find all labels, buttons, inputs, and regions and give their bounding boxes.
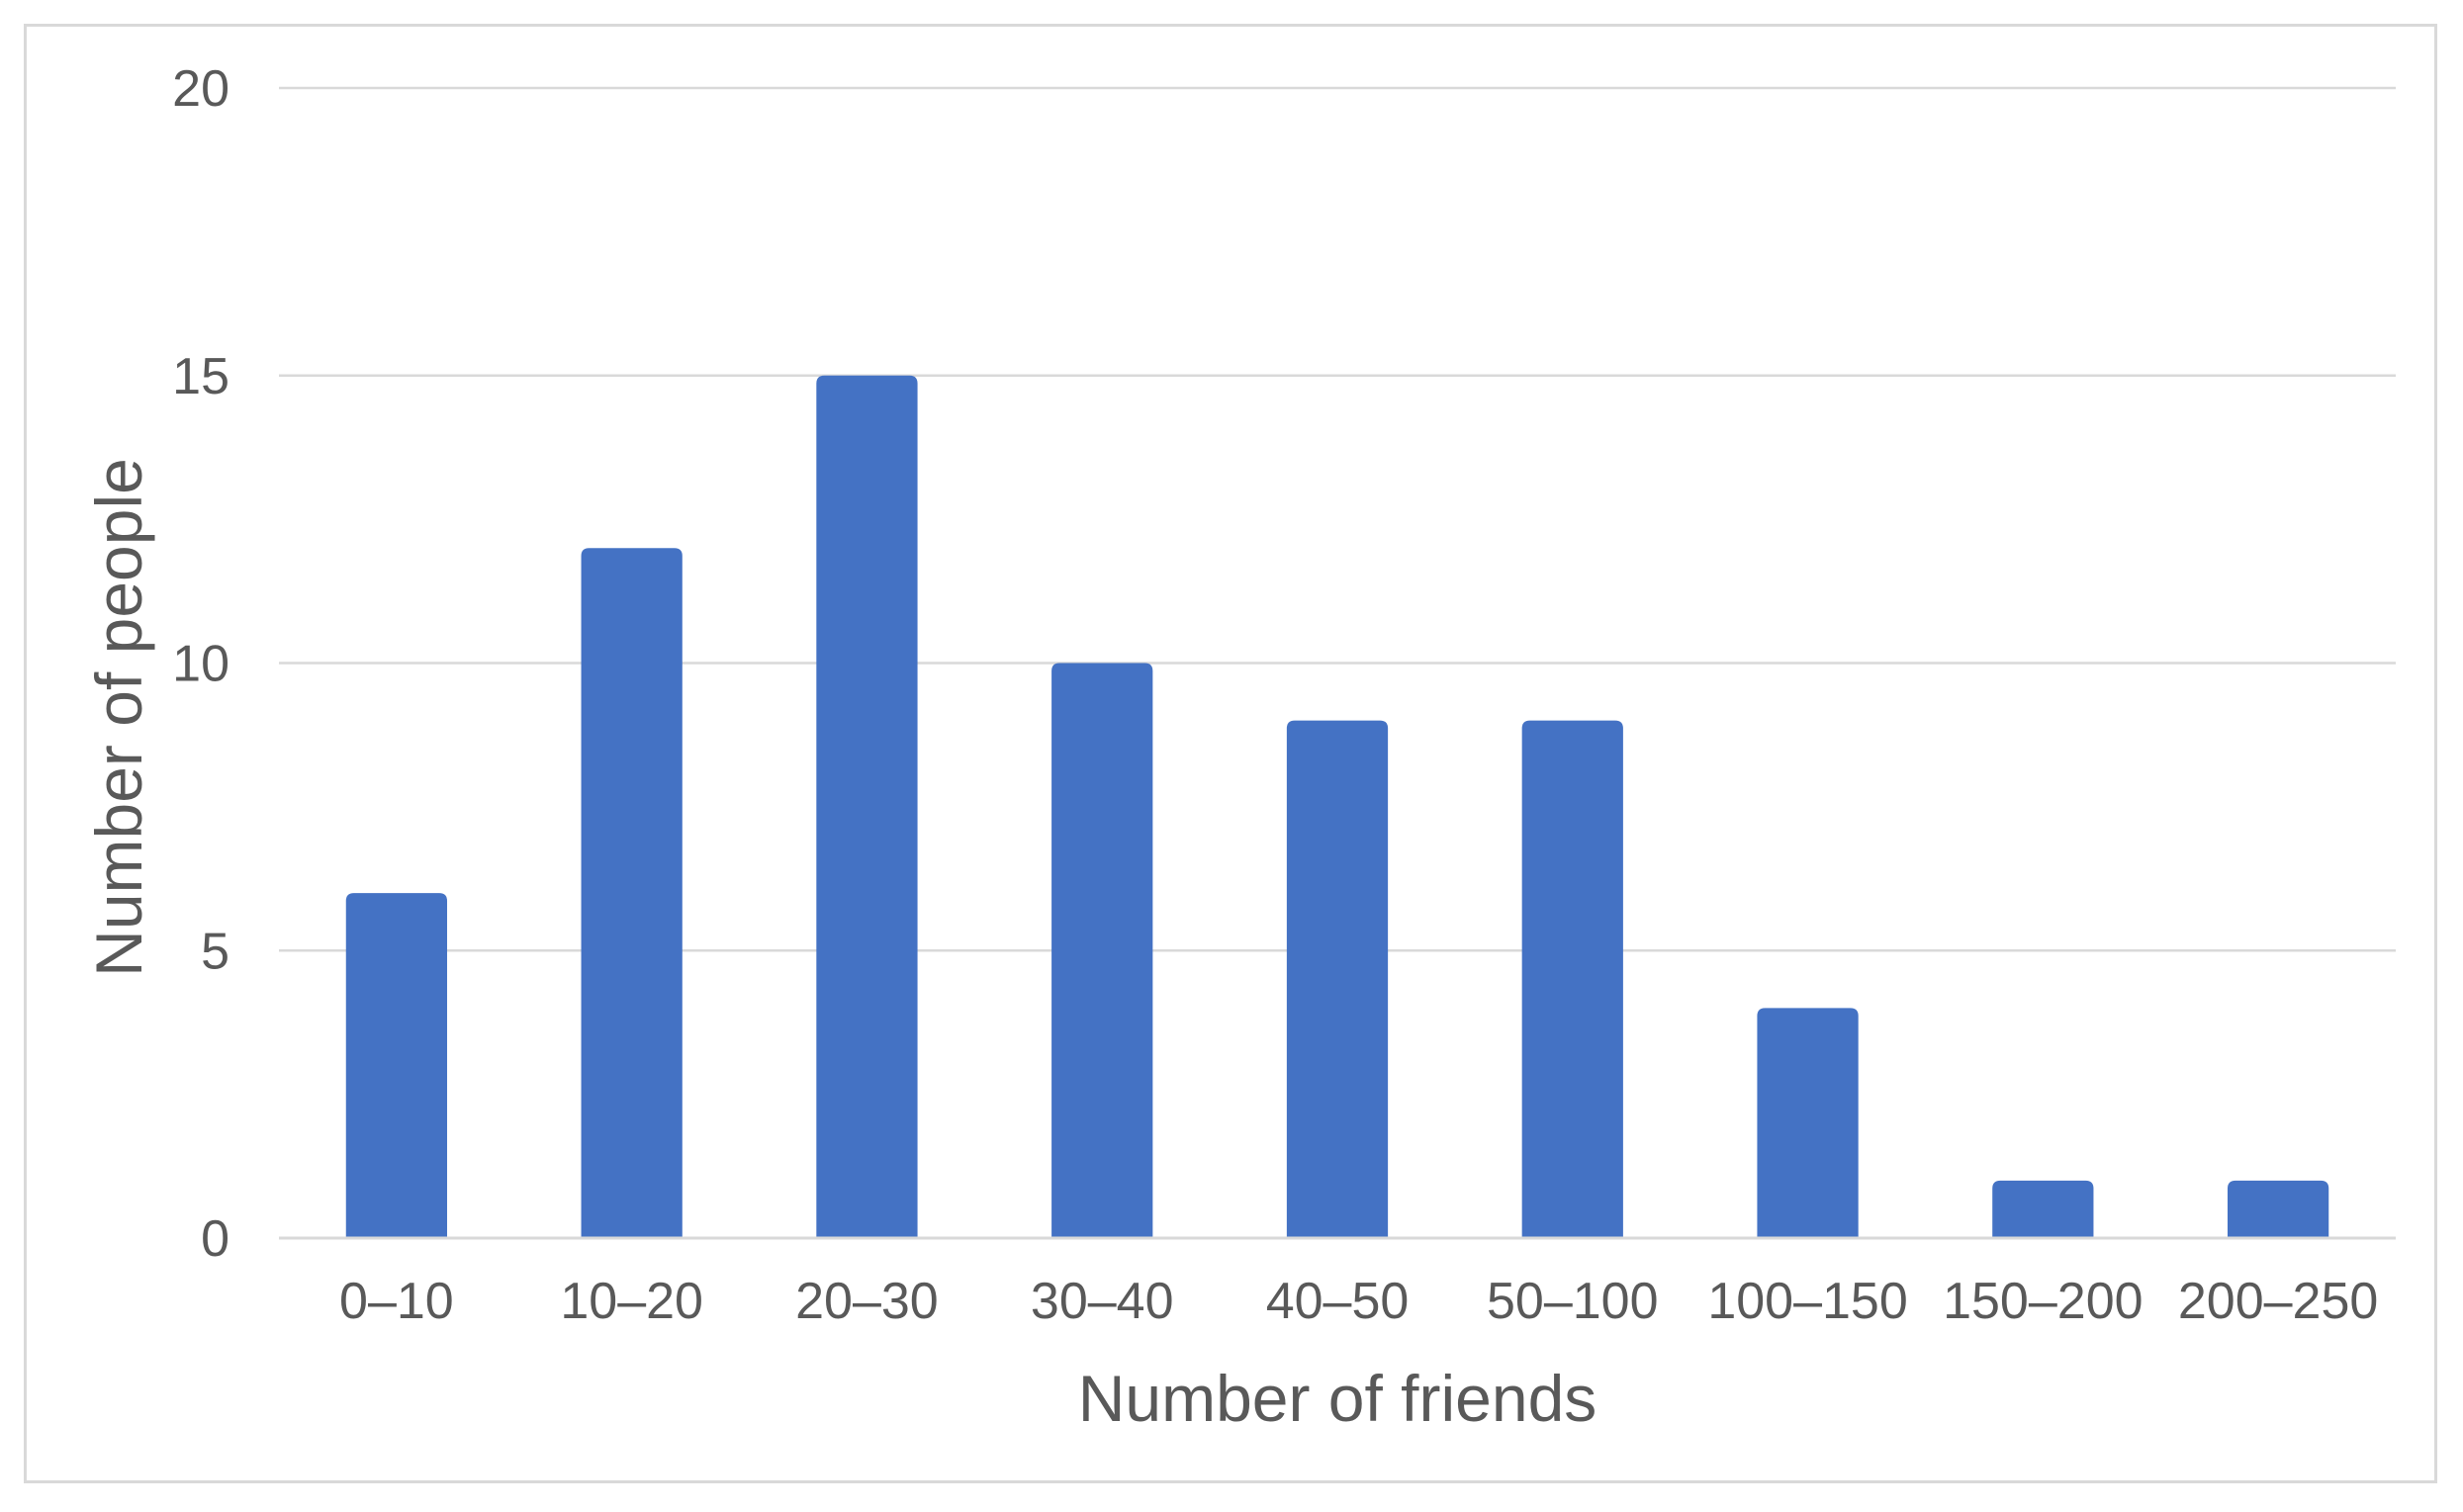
x-tick-label: 200–250 [2178, 1273, 2378, 1330]
x-tick-label: 10–20 [560, 1273, 703, 1330]
x-axis-tick-labels: 0–10 10–20 20–30 30–40 40–50 50–100 100–150 150… [339, 1273, 2378, 1330]
x-tick-label: 0–10 [339, 1273, 454, 1330]
x-tick-label: 100–150 [1707, 1273, 1907, 1330]
bar-30–40 [1051, 663, 1153, 1238]
y-tick-label: 20 [172, 60, 229, 118]
x-tick-label: 20–30 [795, 1273, 939, 1330]
bar-100–150 [1757, 1008, 1859, 1238]
y-tick-label: 0 [201, 1210, 229, 1268]
bars [345, 375, 2329, 1238]
y-tick-label: 10 [172, 636, 229, 693]
chart-frame [24, 24, 2437, 1483]
x-axis-title: Number of friends [1078, 1362, 1597, 1435]
x-tick-label: 150–200 [1943, 1273, 2143, 1330]
bar-40–50 [1286, 720, 1389, 1238]
bar-20–30 [816, 375, 918, 1238]
bar-0–10 [345, 893, 448, 1238]
bar-200–250 [2227, 1180, 2329, 1238]
x-tick-label: 30–40 [1031, 1273, 1174, 1330]
bar-10–20 [581, 548, 683, 1238]
y-axis-tick-labels: 0 5 10 15 20 [172, 60, 229, 1268]
bar-150–200 [1992, 1180, 2094, 1238]
y-axis-title: Number of people [82, 458, 155, 977]
y-tick-label: 15 [172, 348, 229, 405]
bar-50–100 [1521, 720, 1623, 1238]
x-tick-label: 40–50 [1266, 1273, 1410, 1330]
y-tick-label: 5 [201, 923, 229, 980]
x-tick-label: 50–100 [1487, 1273, 1659, 1330]
